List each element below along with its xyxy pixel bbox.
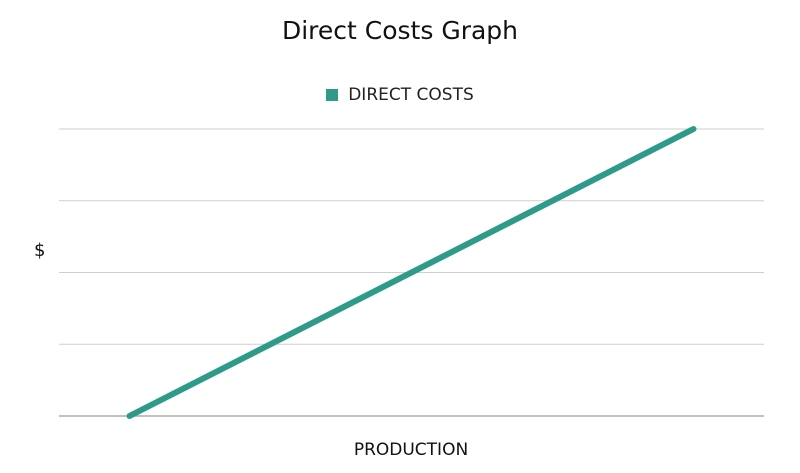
series-line-direct-costs [126, 126, 697, 419]
y-axis-label: $ [34, 240, 46, 261]
legend-label: DIRECT COSTS [348, 85, 474, 105]
x-axis-label: PRODUCTION [353, 440, 469, 460]
legend-swatch [326, 89, 339, 101]
legend: DIRECT COSTS [0, 85, 800, 105]
chart-title: Direct Costs Graph [281, 16, 519, 45]
